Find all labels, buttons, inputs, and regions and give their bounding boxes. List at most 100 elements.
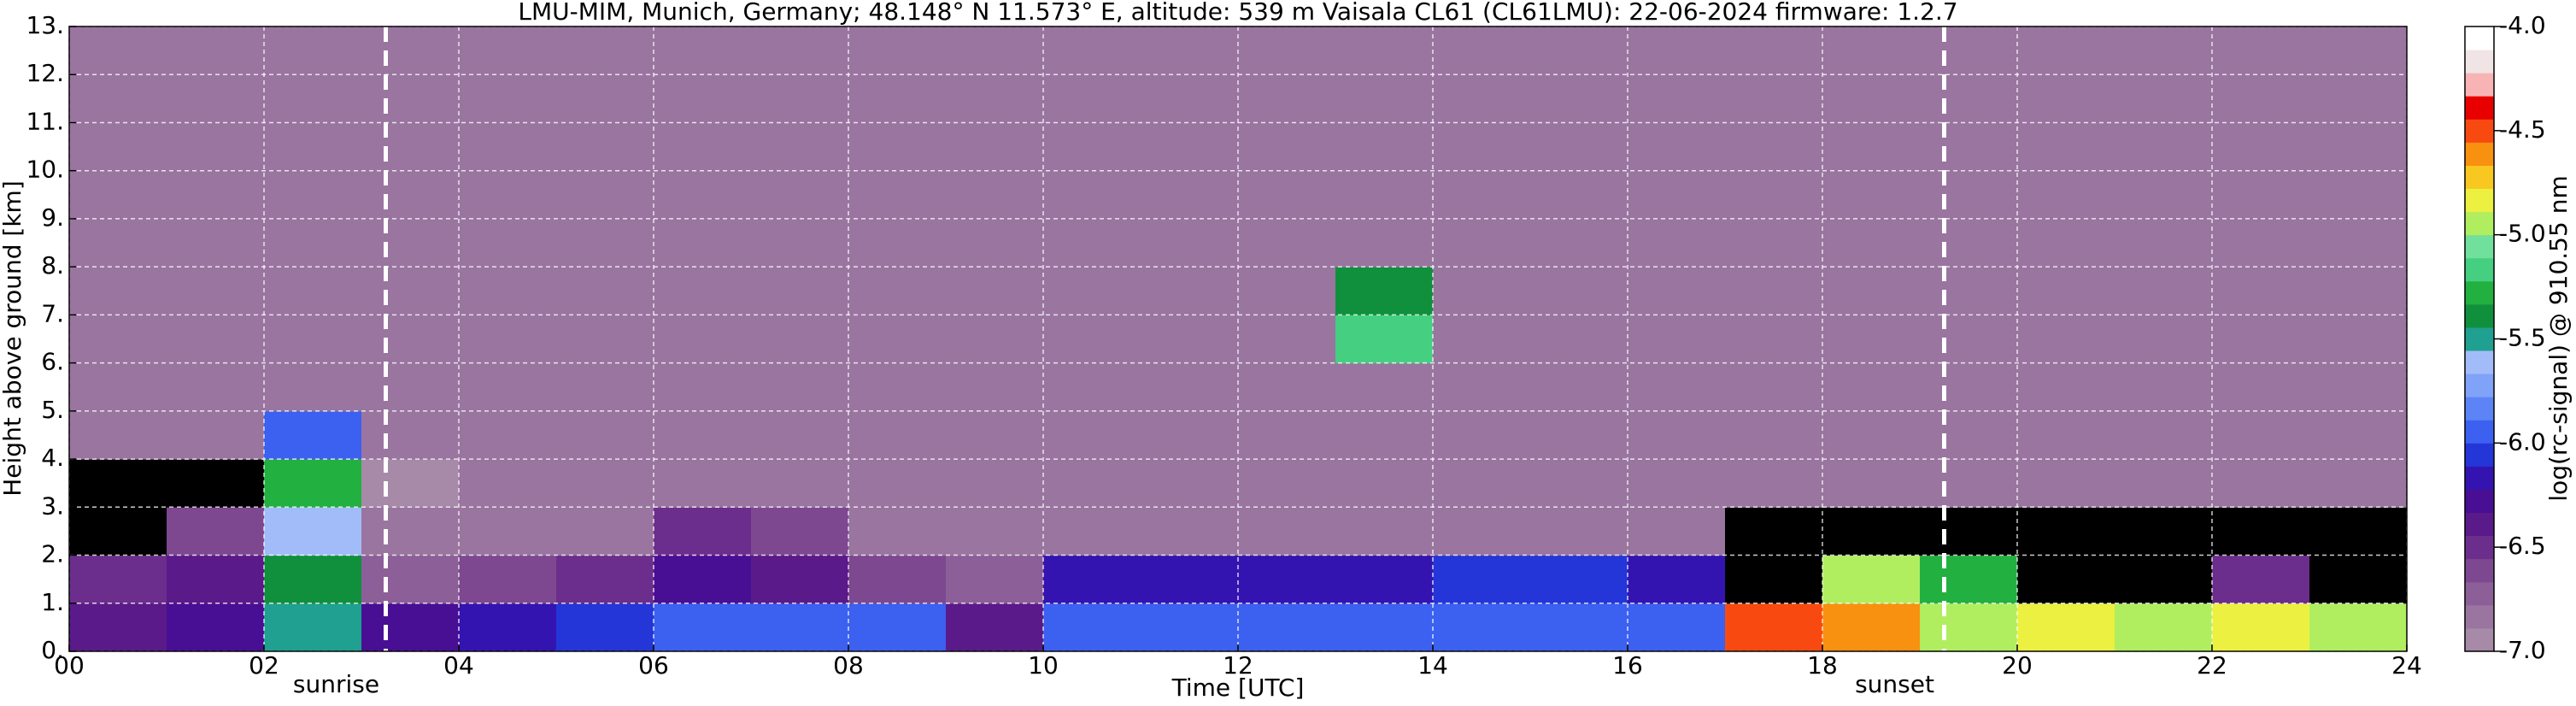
cell (2115, 459, 2213, 508)
cell (361, 507, 460, 556)
cell (654, 507, 752, 556)
cell (2115, 555, 2213, 604)
cell (2115, 122, 2213, 172)
cell (654, 26, 752, 75)
cell (1920, 315, 2018, 364)
x-tick-label: 12 (1223, 651, 1253, 680)
cell (1043, 507, 1141, 556)
cell (556, 603, 654, 652)
cell (848, 555, 947, 604)
cell (751, 267, 849, 315)
cell (2309, 555, 2408, 604)
cell (264, 362, 362, 412)
cell (751, 170, 849, 220)
y-tick-label: 1. (41, 588, 64, 616)
cell (1043, 218, 1141, 268)
cell (1920, 122, 2018, 172)
cell (751, 459, 849, 508)
cell (751, 26, 849, 75)
cell (1238, 218, 1336, 268)
cell (654, 315, 752, 364)
cell (556, 74, 654, 123)
y-tick-label: 5. (41, 396, 64, 424)
cell (1725, 555, 1823, 604)
cell (361, 267, 460, 315)
cell (654, 267, 752, 315)
cell (2212, 170, 2310, 220)
chart-title: LMU-MIM, Munich, Germany; 48.148° N 11.5… (518, 0, 1957, 26)
cell (1433, 459, 1531, 508)
cell (1530, 26, 1628, 75)
cell (1238, 122, 1336, 172)
cell (1335, 603, 1434, 652)
colorbar-segment (2465, 26, 2494, 50)
cell (361, 122, 460, 172)
cell (1920, 459, 2018, 508)
colorbar-segment (2465, 303, 2494, 328)
cell (1530, 218, 1628, 268)
cell (848, 122, 947, 172)
cell (1043, 74, 1141, 123)
cell (1628, 122, 1726, 172)
cell (1433, 26, 1531, 75)
cell (1238, 507, 1336, 556)
cell (2309, 218, 2408, 268)
cell (264, 459, 362, 508)
cell (1725, 315, 1823, 364)
colorbar-segment (2465, 489, 2494, 514)
cell (1433, 122, 1531, 172)
cell (1920, 362, 2018, 412)
cell (2212, 603, 2310, 652)
y-tick-label: 10. (26, 156, 64, 184)
cell (2212, 362, 2310, 412)
cell (361, 170, 460, 220)
cell (848, 74, 947, 123)
cell (1920, 26, 2018, 75)
cell (556, 507, 654, 556)
cell (654, 410, 752, 460)
cell (556, 555, 654, 604)
cell (556, 267, 654, 315)
cell (2115, 170, 2213, 220)
cell (1238, 555, 1336, 604)
cell (1043, 603, 1141, 652)
cell (2017, 507, 2115, 556)
cell (1141, 218, 1239, 268)
cell (1822, 459, 1921, 508)
cell (848, 410, 947, 460)
cell (1141, 122, 1239, 172)
cell (556, 122, 654, 172)
cell (2309, 410, 2408, 460)
cell (459, 170, 557, 220)
cell (1725, 507, 1823, 556)
x-tick-label: 02 (249, 651, 279, 680)
cell (1530, 459, 1628, 508)
cell (69, 362, 167, 412)
cell (1822, 170, 1921, 220)
cell (459, 555, 557, 604)
x-tick-label: 06 (638, 651, 669, 680)
colorbar-segment (2465, 234, 2494, 259)
cell (1043, 315, 1141, 364)
cell (1141, 170, 1239, 220)
cell (1822, 315, 1921, 364)
cell (1433, 603, 1531, 652)
cell (69, 555, 167, 604)
cell (946, 459, 1044, 508)
cell (848, 603, 947, 652)
cell (1238, 603, 1336, 652)
y-tick-label: 12. (26, 59, 64, 87)
cell (264, 74, 362, 123)
cell (1141, 267, 1239, 315)
cell (1238, 74, 1336, 123)
cell (1433, 410, 1531, 460)
cell (1141, 459, 1239, 508)
cell (1628, 410, 1726, 460)
cell (2017, 362, 2115, 412)
cell (264, 26, 362, 75)
cell (459, 122, 557, 172)
colorbar-tick-label: -4.5 (2499, 115, 2546, 144)
cell (1628, 507, 1726, 556)
